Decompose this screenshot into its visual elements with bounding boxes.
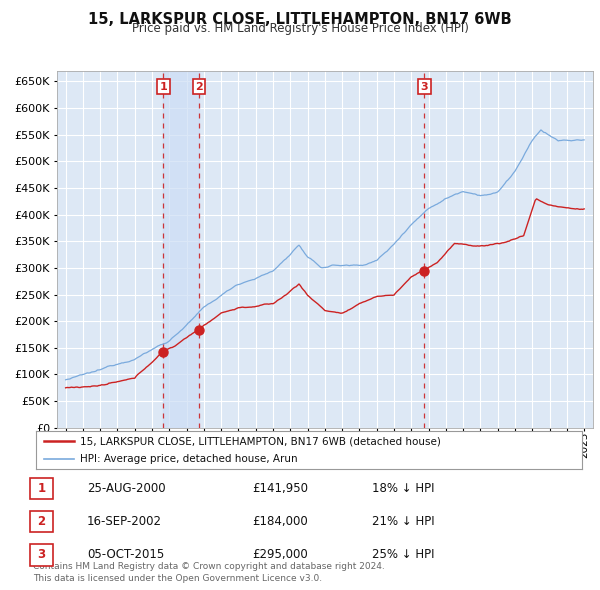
Text: 25-AUG-2000: 25-AUG-2000 [87,481,166,495]
Text: Price paid vs. HM Land Registry's House Price Index (HPI): Price paid vs. HM Land Registry's House … [131,22,469,35]
Text: 3: 3 [421,82,428,92]
Text: £141,950: £141,950 [252,481,308,495]
Text: 2: 2 [195,82,203,92]
Text: 05-OCT-2015: 05-OCT-2015 [87,548,164,562]
Text: Contains HM Land Registry data © Crown copyright and database right 2024.
This d: Contains HM Land Registry data © Crown c… [33,562,385,583]
Text: 21% ↓ HPI: 21% ↓ HPI [372,515,434,529]
Text: 15, LARKSPUR CLOSE, LITTLEHAMPTON, BN17 6WB: 15, LARKSPUR CLOSE, LITTLEHAMPTON, BN17 … [88,12,512,27]
Text: 15, LARKSPUR CLOSE, LITTLEHAMPTON, BN17 6WB (detached house): 15, LARKSPUR CLOSE, LITTLEHAMPTON, BN17 … [80,436,440,446]
Text: 1: 1 [160,82,167,92]
Text: HPI: Average price, detached house, Arun: HPI: Average price, detached house, Arun [80,454,298,464]
Text: 3: 3 [37,548,46,562]
Bar [163,71,199,428]
Text: 2: 2 [37,515,46,529]
Text: 18% ↓ HPI: 18% ↓ HPI [372,481,434,495]
Text: £184,000: £184,000 [252,515,308,529]
Text: 1: 1 [37,481,46,495]
Text: 25% ↓ HPI: 25% ↓ HPI [372,548,434,562]
Text: 16-SEP-2002: 16-SEP-2002 [87,515,162,529]
Text: £295,000: £295,000 [252,548,308,562]
